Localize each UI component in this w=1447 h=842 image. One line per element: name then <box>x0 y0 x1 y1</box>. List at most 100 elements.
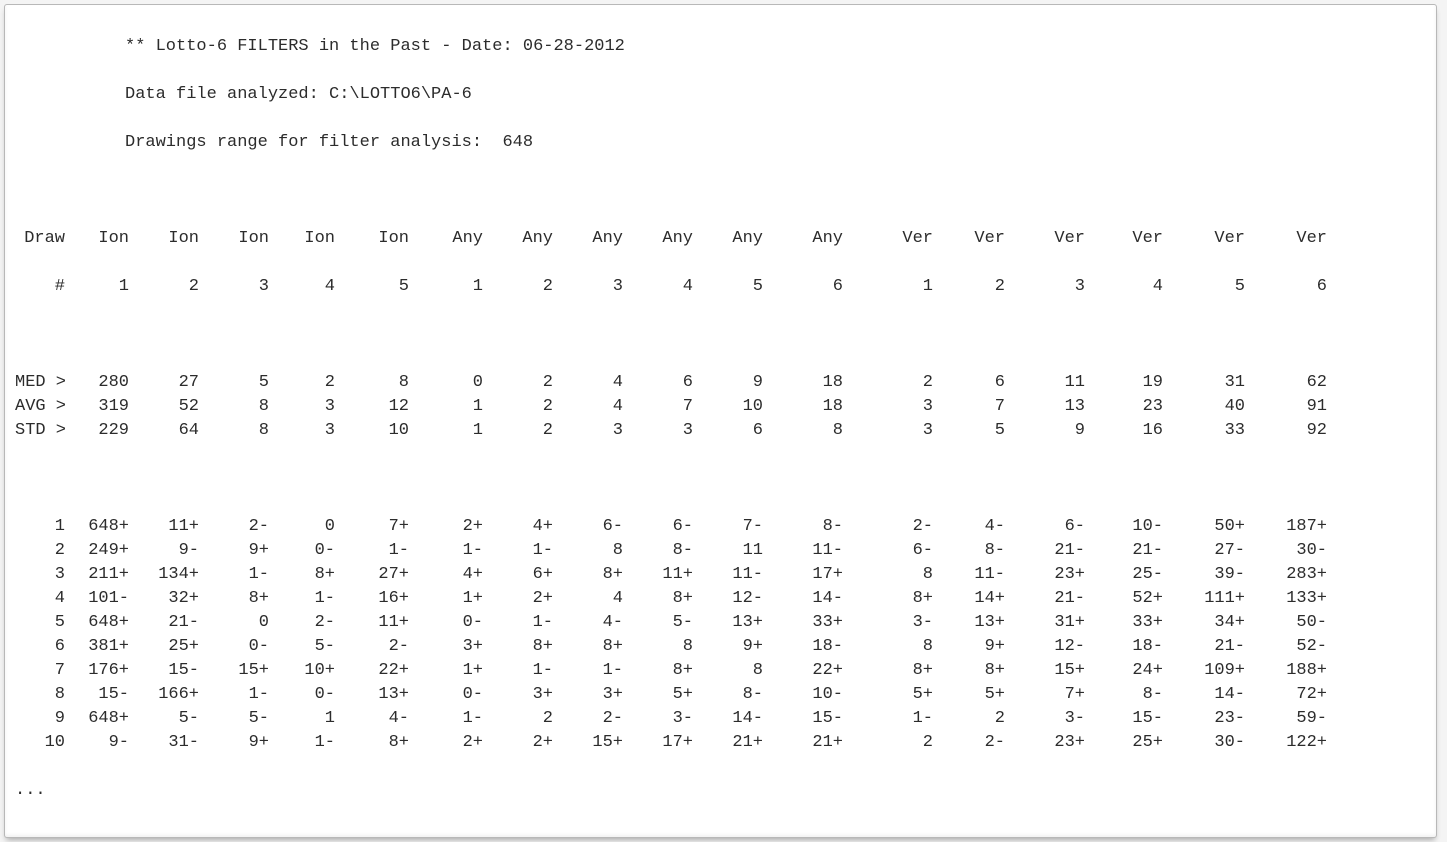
cell: 50+ <box>1163 515 1245 539</box>
cell: 40 <box>1163 395 1245 419</box>
table-row: 7176+15-15+10+22+1+1-1-8+822+8+8+15+24+1… <box>15 659 1426 683</box>
cell: 9+ <box>933 635 1005 659</box>
cell: 3- <box>623 707 693 731</box>
col-head: Ver <box>843 227 933 251</box>
cell: 8+ <box>843 659 933 683</box>
cell: 1- <box>553 659 623 683</box>
cell: 34+ <box>1163 611 1245 635</box>
cell: 92 <box>1245 419 1327 443</box>
cell: 10- <box>1085 515 1163 539</box>
cell: 18- <box>1085 635 1163 659</box>
col-head: Any <box>483 227 553 251</box>
cell: 1- <box>409 539 483 563</box>
cell: 13+ <box>335 683 409 707</box>
cell: 5+ <box>623 683 693 707</box>
table-row: 6381+25+0-5-2-3+8+8+89+18-89+12-18-21-52… <box>15 635 1426 659</box>
cell: 188+ <box>1245 659 1327 683</box>
cell: 64 <box>129 419 199 443</box>
cell: 3+ <box>483 683 553 707</box>
cell: 2 <box>483 419 553 443</box>
cell: 8- <box>1085 683 1163 707</box>
cell: 21+ <box>693 731 763 755</box>
cell: 0- <box>269 683 335 707</box>
cell: 8 <box>199 419 269 443</box>
col-head: Ion <box>129 227 199 251</box>
cell: 11+ <box>335 611 409 635</box>
column-header-bottom: #12345123456123456 <box>15 275 1426 299</box>
cell: 1- <box>269 587 335 611</box>
cell: 3 <box>269 419 335 443</box>
row-label: STD > <box>15 419 65 443</box>
cell: 3+ <box>553 683 623 707</box>
cell: 21- <box>1005 539 1085 563</box>
cell: 6- <box>553 515 623 539</box>
cell: 14- <box>693 707 763 731</box>
cell: 8+ <box>483 635 553 659</box>
col-head: Ver <box>1163 227 1245 251</box>
cell: 1 <box>409 395 483 419</box>
cell: 9- <box>65 731 129 755</box>
cell: 8 <box>843 635 933 659</box>
cell: 52 <box>129 395 199 419</box>
table-row: 5648+21-02-11+0-1-4-5-13+33+3-13+31+33+3… <box>15 611 1426 635</box>
cell: 249+ <box>65 539 129 563</box>
cell: 13+ <box>933 611 1005 635</box>
cell: 1- <box>483 659 553 683</box>
cell: 9 <box>693 371 763 395</box>
cell: 2+ <box>409 731 483 755</box>
cell: 7+ <box>335 515 409 539</box>
cell: 25+ <box>129 635 199 659</box>
cell: 8+ <box>933 659 1005 683</box>
col-head: Ver <box>1085 227 1163 251</box>
cell: 5- <box>269 635 335 659</box>
cell: 91 <box>1245 395 1327 419</box>
cell: 134+ <box>129 563 199 587</box>
cell: 648+ <box>65 707 129 731</box>
cell: 52+ <box>1085 587 1163 611</box>
col-head: Any <box>693 227 763 251</box>
cell: 4- <box>933 515 1005 539</box>
cell: 11- <box>763 539 843 563</box>
cell: 5- <box>199 707 269 731</box>
cell: 23 <box>1085 395 1163 419</box>
cell: 3 <box>553 419 623 443</box>
cell: 7+ <box>1005 683 1085 707</box>
cell: 6 <box>623 371 693 395</box>
cell: 8+ <box>335 731 409 755</box>
cell: 62 <box>1245 371 1327 395</box>
blank-line <box>15 179 1426 203</box>
col-head: Ver <box>1245 227 1327 251</box>
cell: 27+ <box>335 563 409 587</box>
cell: 31- <box>129 731 199 755</box>
cell: 8 <box>763 419 843 443</box>
cell: 166+ <box>129 683 199 707</box>
cell: 4+ <box>483 515 553 539</box>
cell: 4 <box>553 371 623 395</box>
cell: 15- <box>65 683 129 707</box>
cell: 17+ <box>623 731 693 755</box>
cell: 7 <box>623 395 693 419</box>
cell: 12 <box>335 395 409 419</box>
cell: 1 <box>269 707 335 731</box>
row-label: MED > <box>15 371 65 395</box>
cell: 25- <box>1085 563 1163 587</box>
cell: 6- <box>1005 515 1085 539</box>
col-head: Ver <box>933 227 1005 251</box>
col-head: Any <box>623 227 693 251</box>
cell: 0 <box>269 515 335 539</box>
cell: 229 <box>65 419 129 443</box>
cell: 2 <box>843 371 933 395</box>
cell: 8 <box>623 635 693 659</box>
stat-row: STD >229648310123368359163392 <box>15 419 1426 443</box>
col-sub: 2 <box>933 275 1005 299</box>
col-head: Ion <box>335 227 409 251</box>
cell: 2- <box>933 731 1005 755</box>
col-sub: 5 <box>335 275 409 299</box>
cell: 1- <box>843 707 933 731</box>
cell: 1+ <box>409 659 483 683</box>
table-row: 109-31-9+1-8+2+2+15+17+21+21+22-23+25+30… <box>15 731 1426 755</box>
cell: 19 <box>1085 371 1163 395</box>
cell: 3 <box>623 419 693 443</box>
col-head: Ion <box>199 227 269 251</box>
row-label: 1 <box>15 515 65 539</box>
